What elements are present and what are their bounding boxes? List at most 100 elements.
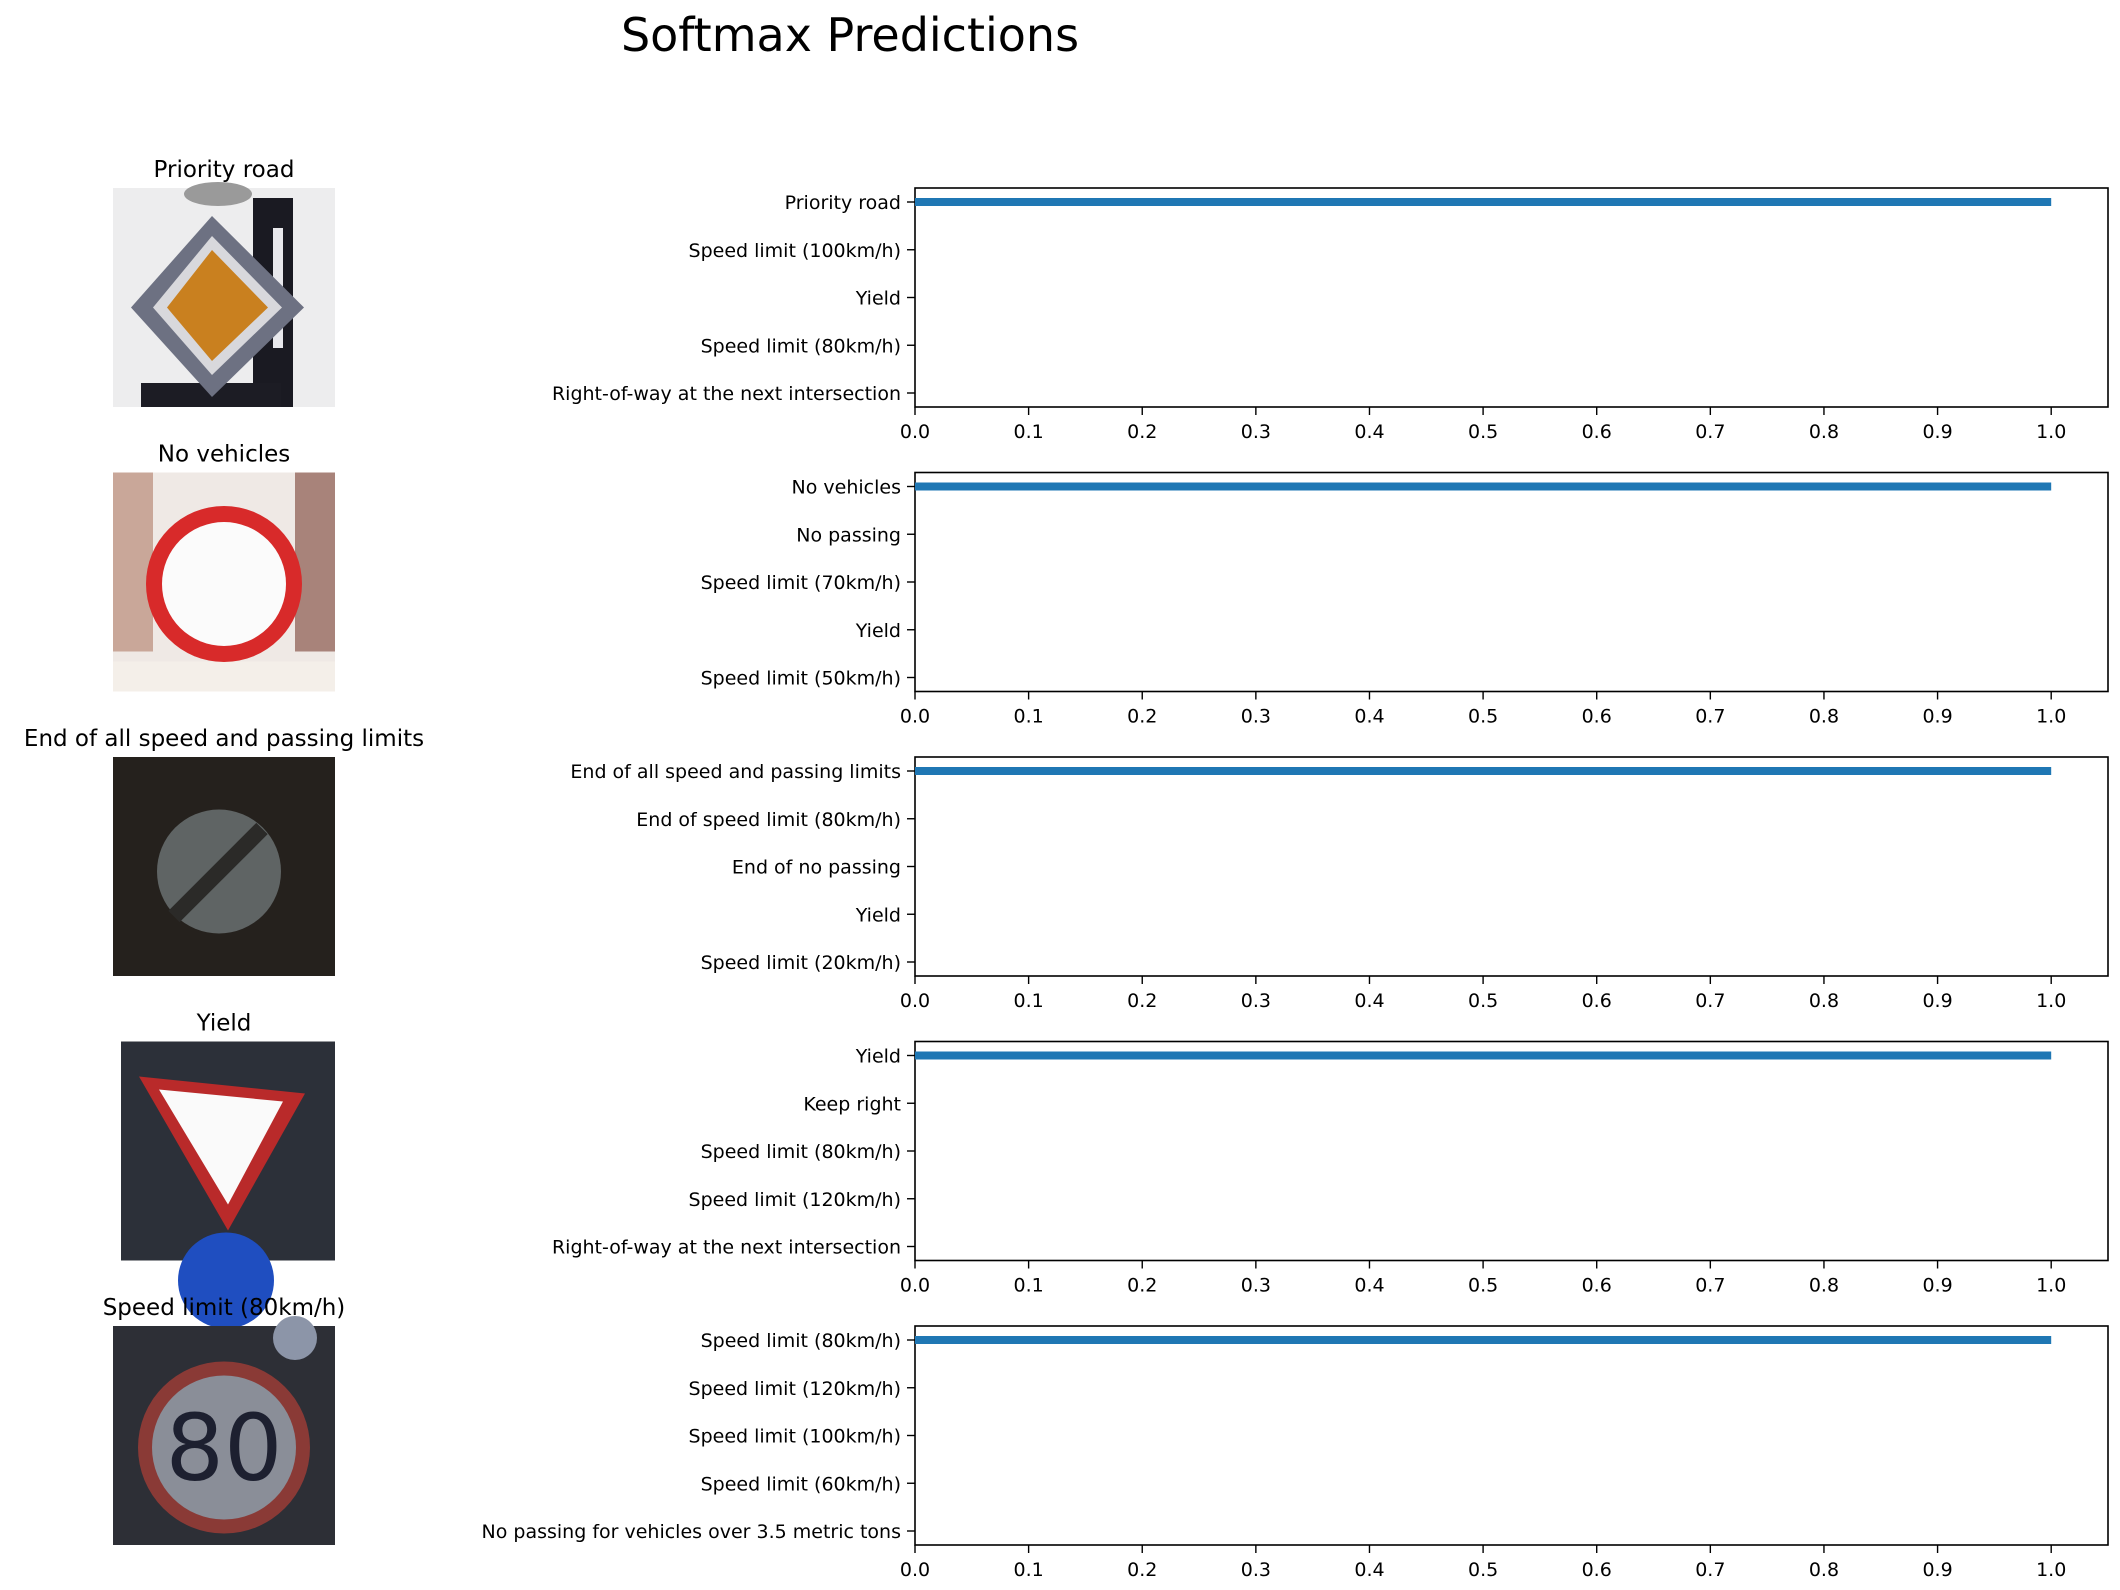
x-tick-label: 0.4	[1354, 1559, 1384, 1581]
bar	[915, 767, 2052, 775]
x-tick-label: 0.1	[1014, 421, 1044, 443]
category-label: Yield	[855, 288, 901, 310]
category-label: Speed limit (120km/h)	[689, 1378, 901, 1400]
x-tick-label: 0.7	[1695, 421, 1725, 443]
x-tick-label: 0.7	[1695, 1559, 1725, 1581]
x-tick-label: 0.9	[1922, 990, 1952, 1012]
category-label: Right-of-way at the next intersection	[552, 1237, 901, 1259]
subplot-row: End of all speed and passing limits End o…	[24, 726, 2109, 1012]
bar	[915, 1336, 2052, 1344]
page-title: Softmax Predictions	[620, 8, 1080, 62]
priority-road-sign	[113, 182, 335, 407]
x-tick-label: 0.9	[1922, 1559, 1952, 1581]
x-tick-label: 0.7	[1695, 990, 1725, 1012]
x-tick-label: 0.1	[1014, 990, 1044, 1012]
x-tick-label: 0.3	[1241, 1275, 1271, 1297]
x-tick-label: 0.6	[1582, 421, 1612, 443]
category-label: End of speed limit (80km/h)	[636, 809, 901, 831]
x-tick-label: 1.0	[2036, 990, 2066, 1012]
x-tick-label: 0.8	[1809, 1559, 1839, 1581]
axes-frame	[914, 471, 2109, 693]
x-tick-label: 0.3	[1241, 421, 1271, 443]
x-tick-label: 0.1	[1014, 1559, 1044, 1581]
axes-frame	[914, 1040, 2109, 1262]
category-label: Yield	[855, 904, 901, 926]
x-tick-label: 0.1	[1014, 1275, 1044, 1297]
subplot-row: No vehicles No vehicles No passing Speed li…	[113, 442, 2109, 728]
x-tick-label: 0.1	[1014, 706, 1044, 728]
x-tick-label: 0.7	[1695, 1275, 1725, 1297]
category-label: No passing for vehicles over 3.5 metric …	[482, 1521, 901, 1543]
x-tick-label: 0.5	[1468, 1275, 1498, 1297]
x-tick-label: 0.6	[1582, 706, 1612, 728]
x-tick-label: 0.4	[1354, 1275, 1384, 1297]
x-tick-label: 0.3	[1241, 1559, 1271, 1581]
category-label: Speed limit (20km/h)	[701, 952, 901, 974]
image-title: Speed limit (80km/h)	[103, 1295, 346, 1321]
x-tick-label: 0.0	[900, 990, 930, 1012]
x-tick-label: 0.6	[1582, 1275, 1612, 1297]
x-tick-label: 0.4	[1354, 421, 1384, 443]
category-label: Speed limit (80km/h)	[701, 335, 901, 357]
x-tick-label: 0.4	[1354, 706, 1384, 728]
x-tick-label: 1.0	[2036, 706, 2066, 728]
x-tick-label: 0.5	[1468, 1559, 1498, 1581]
category-label: End of no passing	[732, 857, 901, 879]
x-tick-label: 0.9	[1922, 706, 1952, 728]
x-tick-label: 0.8	[1809, 706, 1839, 728]
category-label: No passing	[796, 524, 901, 546]
x-tick-label: 0.9	[1922, 1275, 1952, 1297]
yield-sign	[121, 1041, 335, 1329]
image-title: Yield	[196, 1011, 252, 1037]
x-tick-label: 0.0	[900, 1275, 930, 1297]
bar	[915, 1051, 2052, 1060]
x-tick-label: 0.5	[1468, 706, 1498, 728]
x-tick-label: 0.8	[1809, 1275, 1839, 1297]
x-tick-label: 1.0	[2036, 421, 2066, 443]
x-tick-label: 0.8	[1809, 990, 1839, 1012]
x-tick-label: 0.6	[1582, 990, 1612, 1012]
x-tick-label: 0.7	[1695, 706, 1725, 728]
x-tick-label: 0.2	[1127, 1559, 1157, 1581]
category-label: Speed limit (80km/h)	[701, 1141, 901, 1163]
x-tick-label: 0.0	[900, 706, 930, 728]
x-tick-label: 0.5	[1468, 990, 1498, 1012]
x-tick-label: 0.2	[1127, 990, 1157, 1012]
category-label: Keep right	[803, 1093, 901, 1115]
x-tick-label: 0.8	[1809, 421, 1839, 443]
x-tick-label: 0.2	[1127, 1275, 1157, 1297]
x-tick-label: 1.0	[2036, 1559, 2066, 1581]
bar	[915, 482, 2052, 491]
x-tick-label: 0.2	[1127, 706, 1157, 728]
x-tick-label: 0.0	[900, 421, 930, 443]
category-label: Speed limit (70km/h)	[701, 572, 901, 594]
axes-frame	[914, 756, 2109, 977]
sign-number: 80	[165, 1395, 282, 1502]
image-title: Priority road	[154, 157, 295, 183]
end-of-limits-sign	[113, 757, 335, 976]
category-label: Yield	[855, 620, 901, 642]
category-label: No vehicles	[792, 477, 901, 499]
subplot-row: Priority road Priority road Speed limit (1…	[113, 157, 2109, 443]
bar	[915, 198, 2052, 206]
category-label: Speed limit (60km/h)	[701, 1473, 901, 1495]
x-tick-label: 0.0	[900, 1559, 930, 1581]
category-label: Yield	[855, 1046, 901, 1068]
no-vehicles-sign	[113, 472, 335, 692]
category-label: Speed limit (100km/h)	[689, 1426, 901, 1448]
category-label: Speed limit (50km/h)	[701, 668, 901, 690]
axes-frame	[914, 1325, 2109, 1546]
x-tick-label: 0.3	[1241, 990, 1271, 1012]
image-title: No vehicles	[158, 442, 291, 468]
image-title: End of all speed and passing limits	[24, 726, 424, 752]
category-label: Priority road	[785, 192, 901, 214]
subplot-row: Speed limit (80km/h) 80 Speed limit (80km/…	[103, 1295, 2109, 1581]
axes-frame	[914, 187, 2109, 408]
x-tick-label: 0.5	[1468, 421, 1498, 443]
x-tick-label: 0.2	[1127, 421, 1157, 443]
category-label: End of all speed and passing limits	[570, 761, 901, 783]
x-tick-label: 0.6	[1582, 1559, 1612, 1581]
speed-limit-80-sign: 80	[113, 1316, 335, 1545]
x-tick-label: 0.9	[1922, 421, 1952, 443]
